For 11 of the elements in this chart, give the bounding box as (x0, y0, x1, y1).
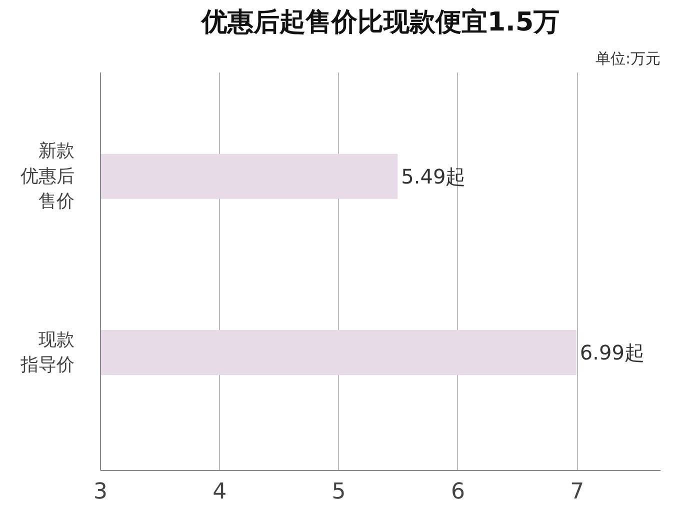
chart-title: 优惠后起售价比现款便宜1.5万 (200, 8, 560, 38)
x-tick-label: 3 (94, 480, 108, 504)
x-tick-label: 6 (450, 480, 465, 504)
x-tick-label: 7 (570, 480, 584, 504)
data-label: 5.49起 (401, 164, 466, 188)
text: 单位:万元 (595, 50, 661, 68)
x-tick-label: 4 (212, 480, 227, 504)
data-label: 6.99起 (580, 340, 644, 365)
x-tick-label: 5 (332, 480, 346, 504)
y-tick-label: 新款优惠后售价 (20, 140, 74, 212)
y-tick-label: 现款指导价 (20, 329, 74, 376)
